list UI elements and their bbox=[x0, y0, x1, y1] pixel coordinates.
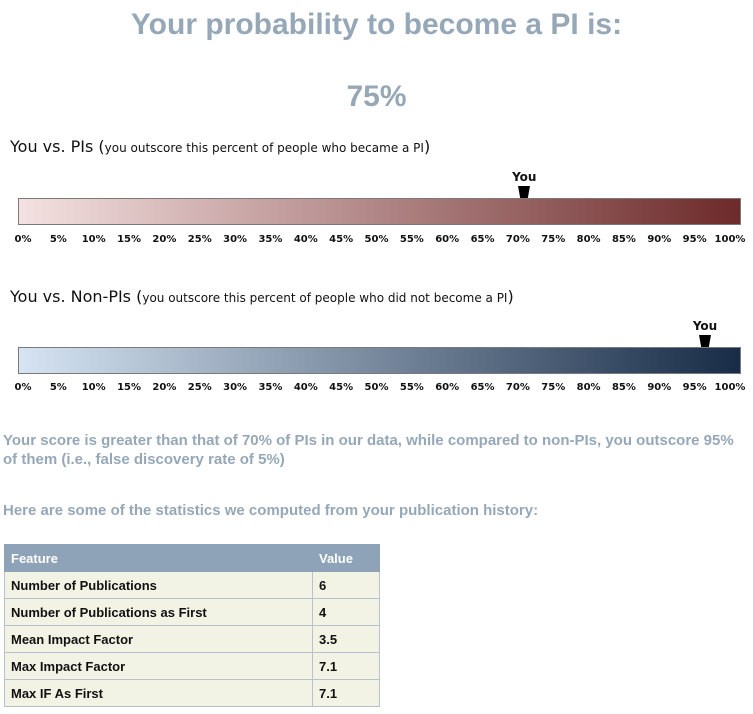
page-title: Your probability to become a PI is: bbox=[130, 8, 623, 41]
feature-cell: Max IF As First bbox=[4, 679, 313, 707]
tick-label: 100% bbox=[714, 382, 746, 393]
tick-label: 65% bbox=[470, 382, 495, 393]
tick-label: 40% bbox=[293, 382, 318, 393]
value-cell: 3.5 bbox=[312, 625, 380, 653]
tick-label: 60% bbox=[435, 382, 460, 393]
tick-label: 10% bbox=[81, 382, 106, 393]
tick-label: 25% bbox=[187, 382, 212, 393]
tick-label: 0% bbox=[14, 382, 32, 393]
nonpi-gauge-subtitle: you outscore this percent of people who … bbox=[142, 291, 508, 305]
tick-label: 85% bbox=[611, 382, 636, 393]
table-header-row: Feature Value bbox=[4, 544, 380, 572]
tick-label: 85% bbox=[611, 234, 636, 245]
value-cell: 7.1 bbox=[312, 652, 380, 680]
tick-label: 20% bbox=[152, 382, 177, 393]
nonpi-tick-labels: 0% 5% 10% 15% 20% 25% 30% 35% 40% 45% 50% 55% 60% 65%… bbox=[0, 382, 753, 396]
pi-gauge-close-paren: ) bbox=[423, 137, 431, 156]
tick-label: 10% bbox=[81, 234, 106, 245]
tick-label: 20% bbox=[152, 234, 177, 245]
tick-label: 35% bbox=[258, 234, 283, 245]
feature-cell: Mean Impact Factor bbox=[4, 625, 313, 653]
value-cell: 4 bbox=[312, 598, 380, 626]
stats-table: Feature Value Number of Publications 6 N… bbox=[4, 544, 380, 707]
feature-cell: Number of Publications bbox=[4, 571, 313, 599]
tick-label: 65% bbox=[470, 234, 495, 245]
nonpi-gauge-title: You vs. Non-PIs (you outscore this perce… bbox=[10, 287, 514, 306]
tick-label: 95% bbox=[682, 382, 707, 393]
score-summary: Your score is greater than that of 70% o… bbox=[3, 432, 734, 468]
probability-value: 75% bbox=[346, 80, 407, 113]
tick-label: 25% bbox=[187, 234, 212, 245]
tick-label: 15% bbox=[117, 382, 142, 393]
nonpi-percentile-bar bbox=[18, 347, 741, 374]
table-row: Max IF As First 7.1 bbox=[4, 679, 380, 707]
table-row: Number of Publications 6 bbox=[4, 571, 380, 599]
nonpi-gauge-heading: You vs. Non-PIs ( bbox=[10, 287, 143, 306]
value-column-header: Value bbox=[312, 544, 380, 572]
tick-label: 55% bbox=[399, 234, 424, 245]
tick-label: 75% bbox=[541, 382, 566, 393]
table-row: Max Impact Factor 7.1 bbox=[4, 652, 380, 680]
pi-gauge-heading: You vs. PIs ( bbox=[10, 137, 105, 156]
tick-label: 40% bbox=[293, 234, 318, 245]
pi-gauge-subtitle: you outscore this percent of people who … bbox=[104, 141, 424, 155]
pi-you-label: You bbox=[512, 170, 537, 184]
tick-label: 80% bbox=[576, 382, 601, 393]
value-cell: 6 bbox=[312, 571, 380, 599]
tick-label: 0% bbox=[14, 234, 32, 245]
tick-label: 70% bbox=[505, 234, 530, 245]
tick-label: 5% bbox=[49, 382, 67, 393]
tick-label: 45% bbox=[329, 234, 354, 245]
tick-label: 60% bbox=[435, 234, 460, 245]
tick-label: 95% bbox=[682, 234, 707, 245]
tick-label: 90% bbox=[647, 382, 672, 393]
table-row: Mean Impact Factor 3.5 bbox=[4, 625, 380, 653]
tick-label: 35% bbox=[258, 382, 283, 393]
tick-label: 5% bbox=[49, 234, 67, 245]
value-cell: 7.1 bbox=[312, 679, 380, 707]
tick-label: 55% bbox=[399, 382, 424, 393]
table-row: Number of Publications as First 4 bbox=[4, 598, 380, 626]
tick-label: 100% bbox=[714, 234, 746, 245]
tick-label: 45% bbox=[329, 382, 354, 393]
nonpi-gauge-close-paren: ) bbox=[507, 287, 514, 306]
tick-label: 50% bbox=[364, 234, 389, 245]
feature-cell: Number of Publications as First bbox=[4, 598, 313, 626]
tick-label: 30% bbox=[223, 382, 248, 393]
stats-intro: Here are some of the statistics we compu… bbox=[3, 502, 539, 519]
tick-label: 50% bbox=[364, 382, 389, 393]
pi-gauge-title: You vs. PIs (you outscore this percent o… bbox=[10, 137, 430, 156]
tick-label: 30% bbox=[223, 234, 248, 245]
tick-label: 80% bbox=[576, 234, 601, 245]
tick-label: 90% bbox=[647, 234, 672, 245]
feature-cell: Max Impact Factor bbox=[4, 652, 313, 680]
tick-label: 70% bbox=[505, 382, 530, 393]
pi-tick-labels: 0% 5% 10% 15% 20% 25% 30% 35% 40% 45% 50% 55% 60% 65%… bbox=[0, 234, 753, 248]
nonpi-you-label: You bbox=[692, 319, 718, 333]
tick-label: 15% bbox=[117, 234, 142, 245]
feature-column-header: Feature bbox=[4, 544, 313, 572]
tick-label: 75% bbox=[541, 234, 566, 245]
pi-percentile-bar bbox=[18, 198, 741, 225]
